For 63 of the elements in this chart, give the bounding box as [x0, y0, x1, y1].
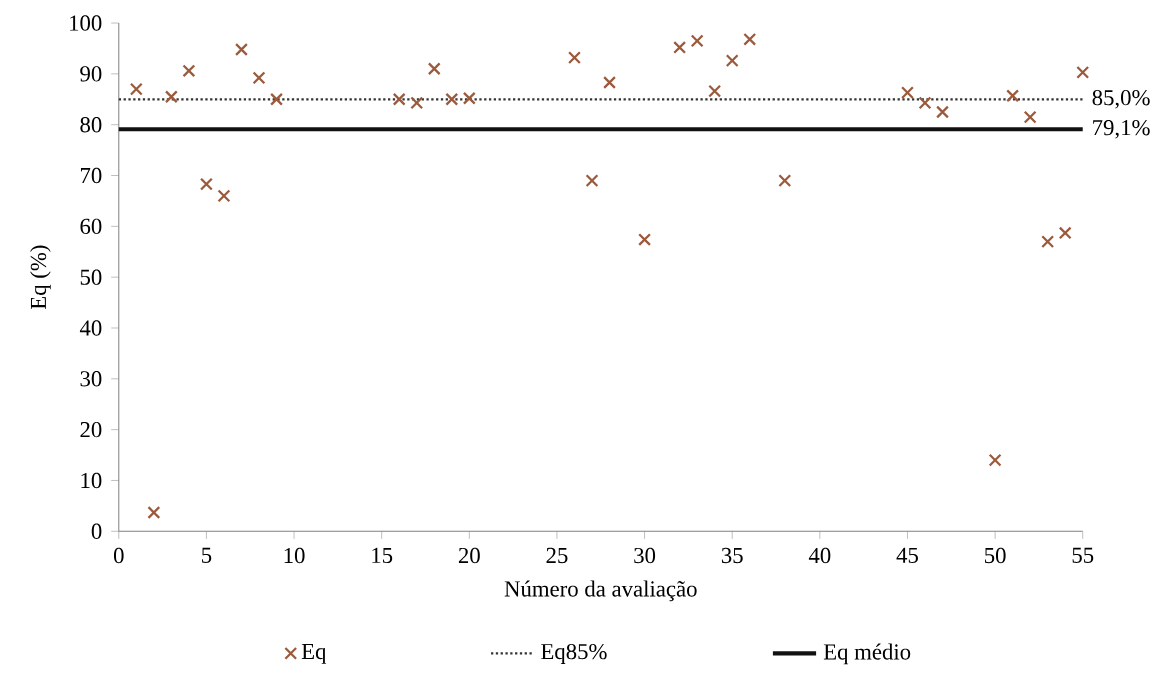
point [217, 189, 231, 203]
y-tick-label: 100 [70, 15, 102, 31]
y-tick-label: 0 [91, 523, 102, 539]
y-tick-label: 40 [79, 320, 102, 336]
x-tick-label: 5 [202, 547, 212, 563]
point [129, 82, 143, 96]
x-tick-label: 25 [546, 547, 568, 564]
x-tick-label: 55 [1072, 547, 1094, 563]
point [900, 86, 914, 100]
point [1023, 110, 1037, 124]
point [147, 505, 161, 519]
point [164, 90, 178, 104]
point [445, 92, 459, 106]
annotation: 79,1% [1093, 119, 1150, 139]
point [427, 62, 441, 76]
point [585, 173, 599, 187]
point [410, 96, 424, 110]
point [1058, 226, 1072, 240]
point [743, 32, 757, 46]
y-axis-title: Eq (%) [30, 245, 51, 309]
point [252, 71, 266, 85]
point [673, 40, 687, 54]
point [567, 50, 581, 64]
point [234, 42, 248, 56]
point [638, 232, 652, 246]
point [988, 453, 1002, 467]
y-tick-label: 10 [81, 472, 102, 489]
point [199, 177, 213, 191]
x-tick-label: 10 [284, 547, 305, 564]
point [1041, 234, 1055, 248]
x-tick-label: 45 [896, 547, 918, 563]
y-tick-label: 80 [80, 116, 102, 133]
point [725, 54, 739, 68]
point [392, 92, 406, 106]
point [1006, 89, 1020, 103]
legend-label: Eq [301, 643, 327, 664]
annotation: 85,0% [1092, 89, 1150, 109]
x-tick-label: 40 [808, 547, 831, 564]
point [1076, 65, 1090, 79]
point [270, 92, 284, 106]
y-tick-label: 50 [80, 269, 102, 285]
point [918, 96, 932, 110]
x-tick-label: 30 [634, 547, 656, 564]
point [708, 84, 722, 98]
x-tick-label: 15 [372, 547, 393, 563]
x-tick-label: 20 [458, 547, 480, 564]
x-tick-label: 50 [985, 547, 1006, 564]
point [778, 173, 792, 187]
point [603, 75, 617, 89]
y-tick-label: 20 [80, 421, 102, 438]
y-tick-label: 90 [80, 66, 102, 82]
y-tick-label: 30 [80, 370, 102, 387]
y-tick-label: 60 [80, 218, 102, 234]
x-axis-title: Número da avaliação [504, 580, 697, 602]
point [690, 34, 704, 48]
x-tick-label: 35 [721, 547, 743, 564]
point [182, 64, 196, 78]
x-tick-label: 0 [113, 547, 124, 564]
legend-label: Eq médio [823, 643, 911, 665]
point [936, 105, 950, 119]
legend-label: Eq85% [541, 643, 607, 664]
point [462, 91, 476, 105]
y-tick-label: 70 [81, 167, 102, 184]
